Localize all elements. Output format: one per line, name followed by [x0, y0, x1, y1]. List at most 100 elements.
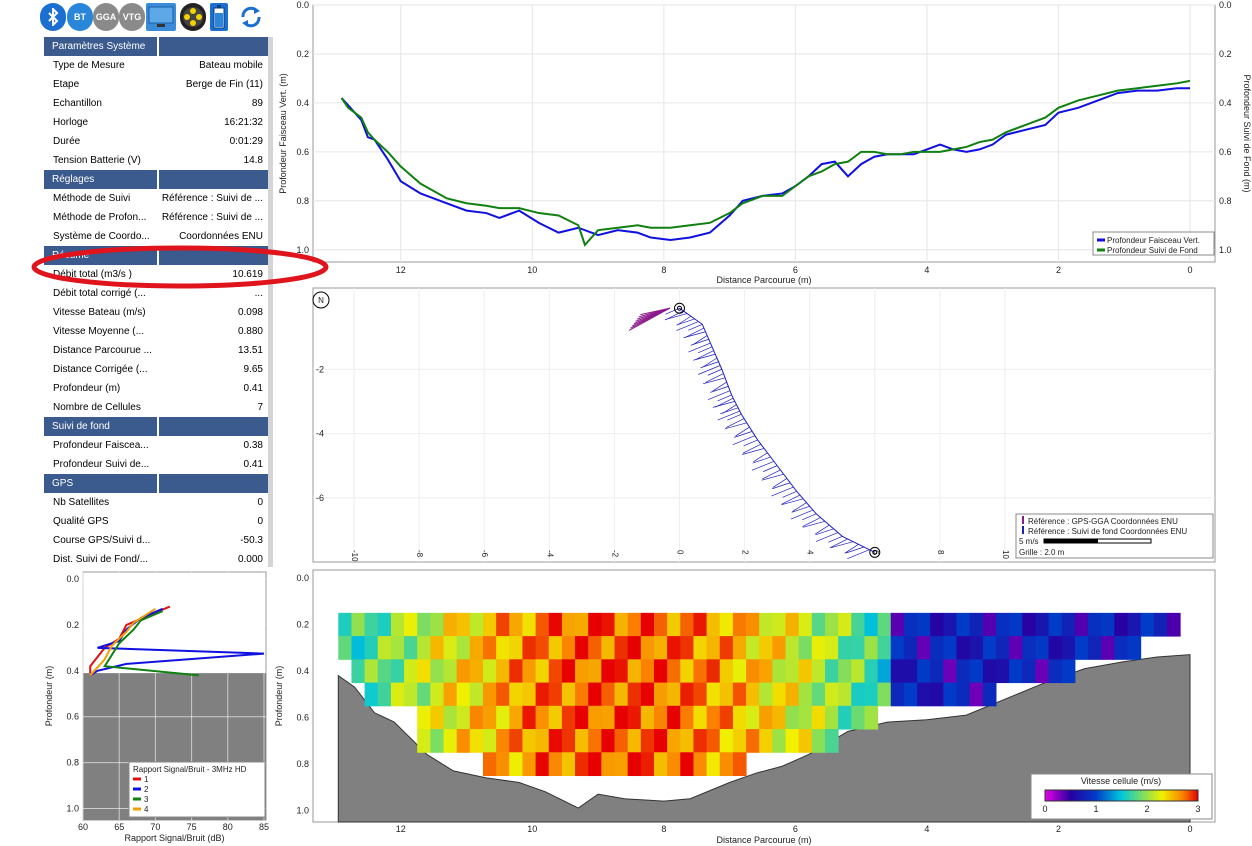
velocity-vector: [707, 390, 731, 400]
velocity-vector: [717, 394, 732, 402]
gga-vector: [628, 307, 670, 331]
vtg-icon[interactable]: VTG: [119, 3, 145, 31]
battery-icon[interactable]: [210, 3, 228, 31]
param-row[interactable]: Distance Parcourue ... 13.51: [44, 341, 267, 360]
param-row[interactable]: Qualité GPS 0: [44, 512, 267, 531]
velocity-cell: [864, 705, 879, 730]
param-row[interactable]: Profondeur Faiscea... 0.38: [44, 436, 267, 455]
velocity-vector: [772, 482, 791, 490]
gga-icon[interactable]: GGA: [93, 3, 119, 31]
velocity-cell: [522, 705, 537, 730]
param-value: Bateau mobile: [199, 60, 263, 71]
velocity-cell: [772, 659, 787, 684]
x-axis-label: Rapport Signal/Bruit (dB): [124, 833, 224, 843]
legend-label: Profondeur Faisceau Vert.: [1107, 236, 1200, 245]
velocity-cell: [653, 636, 668, 660]
param-row[interactable]: Vitesse Moyenne (... 0.880: [44, 322, 267, 341]
velocity-vector: [700, 361, 719, 369]
velocity-cell: [430, 612, 445, 637]
velocity-cell: [390, 682, 405, 707]
refresh-icon[interactable]: [238, 3, 264, 31]
param-label: Profondeur Suivi de...: [53, 459, 150, 470]
velocity-cell: [1022, 659, 1036, 684]
param-row[interactable]: Tension Batterie (V) 14.8: [44, 151, 267, 170]
y-tick-label: 0.4: [66, 666, 79, 676]
param-row[interactable]: Nb Satellites 0: [44, 493, 267, 512]
param-row[interactable]: Méthode de Profon... Référence : Suivi de…: [44, 208, 267, 227]
depth-plot-frame: [312, 4, 1216, 263]
section-header[interactable]: Suivi de fond: [44, 417, 269, 436]
param-row[interactable]: Horloge 16:21:32: [44, 113, 267, 132]
monitor-icon[interactable]: [146, 3, 176, 31]
velocity-cell: [759, 729, 773, 753]
velocity-cell: [1088, 612, 1102, 637]
velocity-cell: [917, 682, 931, 707]
scale-bar-fill: [1044, 539, 1098, 543]
velocity-cell: [430, 659, 445, 684]
velocity-cell: [482, 612, 497, 637]
param-row[interactable]: Distance Corrigée (... 9.65: [44, 360, 267, 379]
north-label: N: [318, 296, 324, 305]
param-row[interactable]: Système de Coordo... Coordonnées ENU: [44, 227, 267, 246]
velocity-cell: [667, 752, 681, 777]
param-row[interactable]: Durée 0:01:29: [44, 132, 267, 151]
velocity-cell: [404, 682, 418, 707]
param-value: Référence : Suivi de ...: [161, 212, 263, 223]
velocity-cell: [456, 636, 471, 660]
section-header[interactable]: GPS: [44, 474, 269, 493]
bt-icon[interactable]: BT: [67, 3, 93, 31]
velocity-cell: [443, 705, 458, 730]
param-row[interactable]: Nombre de Cellules 7: [44, 398, 267, 417]
velocity-cell: [404, 636, 418, 660]
velocity-cell: [535, 636, 550, 660]
param-row[interactable]: Type de Mesure Bateau mobile: [44, 56, 267, 75]
grid-label: Grille : 2.0 m: [1019, 548, 1065, 557]
velocity-cell: [601, 705, 616, 730]
velocity-cell: [1101, 612, 1115, 637]
velocity-cell: [469, 682, 484, 707]
param-row[interactable]: Profondeur Suivi de... 0.41: [44, 455, 267, 474]
param-row[interactable]: Méthode de Suivi Référence : Suivi de ...: [44, 189, 267, 208]
velocity-cell: [930, 612, 944, 637]
velocity-cell: [522, 682, 537, 707]
param-row[interactable]: Débit total corrigé (......: [44, 284, 267, 303]
velocity-cell: [614, 612, 629, 637]
velocity-cell: [864, 636, 879, 660]
velocity-cell: [496, 752, 510, 777]
velocity-cell: [746, 682, 760, 707]
velocity-cell: [614, 729, 629, 753]
param-row[interactable]: Dist. Suivi de Fond/... 0.000: [44, 550, 267, 569]
y-tick-label: 1.0: [66, 804, 79, 814]
velocity-cell: [509, 705, 523, 730]
velocity-cell: [575, 752, 589, 777]
parameters-scrollbar[interactable]: [268, 37, 273, 567]
film-reel-icon[interactable]: [180, 3, 206, 31]
x-tick-label: 4: [924, 265, 929, 275]
bluetooth-icon[interactable]: [40, 3, 66, 31]
section-header[interactable]: Paramètres Système: [44, 37, 269, 56]
velocity-cell: [772, 636, 787, 660]
velocity-cell: [601, 659, 616, 684]
x-tick-label: 6: [871, 550, 880, 555]
param-value: 0.41: [243, 459, 263, 470]
param-row[interactable]: Vitesse Bateau (m/s) 0.098: [44, 303, 267, 322]
section-header[interactable]: Réglages: [44, 170, 269, 189]
param-row[interactable]: Débit total (m3/s ) 10.619: [44, 265, 267, 284]
velocity-cell: [364, 659, 379, 684]
velocity-cell: [614, 659, 629, 684]
velocity-vector: [791, 505, 810, 513]
param-row[interactable]: Etape Berge de Fin (11): [44, 75, 267, 94]
param-label: Méthode de Profon...: [53, 212, 147, 223]
velocity-vector: [815, 528, 834, 536]
velocity-cell: [588, 729, 602, 753]
velocity-cell: [469, 729, 484, 753]
velocity-cell: [364, 636, 379, 660]
param-row[interactable]: Echantillon 89: [44, 94, 267, 113]
velocity-vector: [702, 357, 718, 368]
velocity-cell: [917, 659, 931, 684]
y2-axis-label: Profondeur Suivi de Fond (m): [1242, 74, 1252, 192]
param-row[interactable]: Course GPS/Suivi d... -50.3: [44, 531, 267, 550]
velocity-cell: [496, 636, 510, 660]
param-row[interactable]: Profondeur (m) 0.41: [44, 379, 267, 398]
